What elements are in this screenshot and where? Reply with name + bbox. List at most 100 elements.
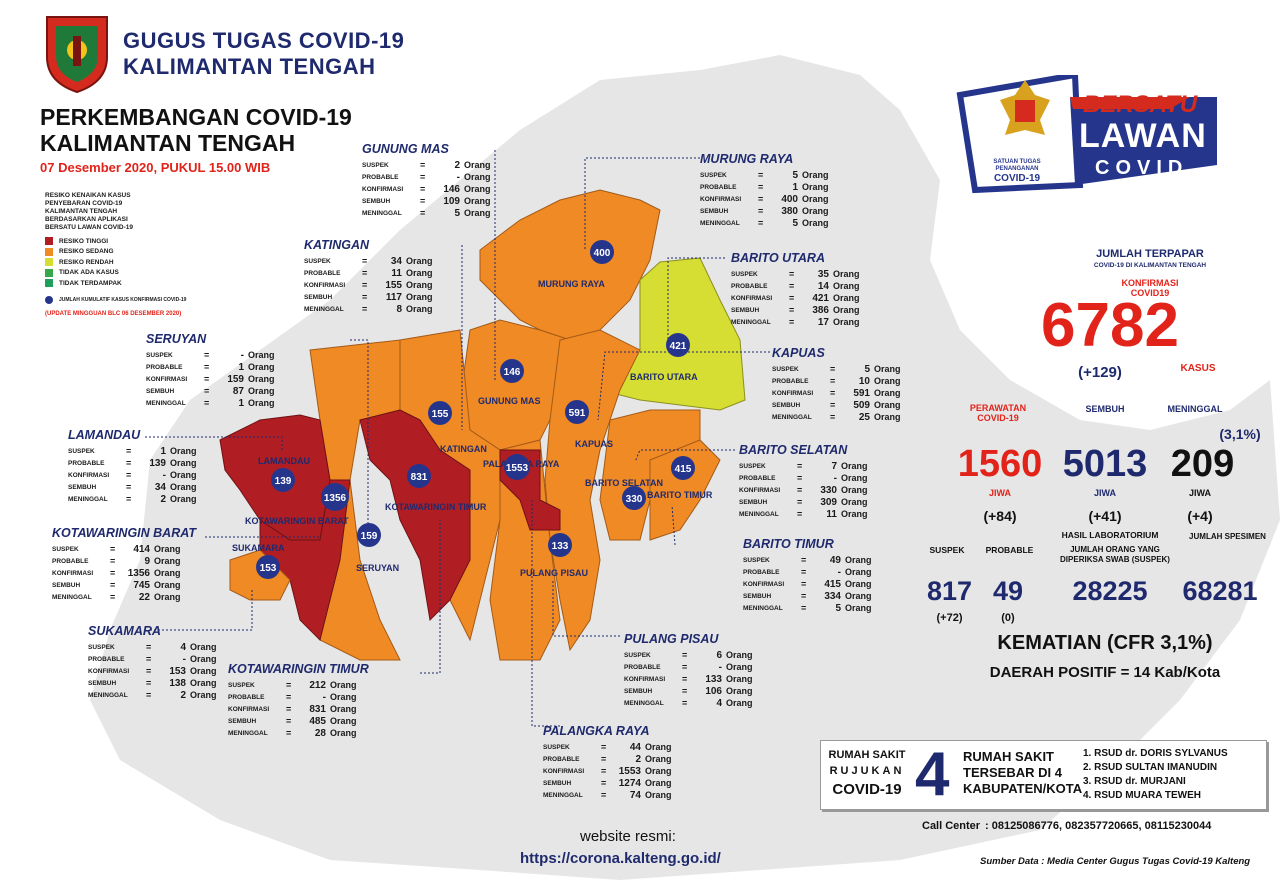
stat-unit: Orang	[190, 690, 217, 700]
stat-unit: Orang	[845, 579, 872, 589]
stat-row-konfirmasi: KONFIRMASI = 831 Orang	[228, 703, 369, 715]
stat-box-gunung-mas: GUNUNG MAS SUSPEK = 2 Orang PROBABLE = - Orang KO…	[362, 142, 491, 219]
meninggal-delta: (+4)	[1187, 508, 1213, 524]
stat-unit: Orang	[833, 305, 860, 315]
stat-eq: =	[420, 184, 426, 194]
stat-label: SUSPEK	[88, 643, 115, 651]
region-murung-raya	[479, 189, 661, 341]
stat-box-title: KOTAWARINGIN TIMUR	[228, 662, 369, 676]
stat-eq: =	[126, 458, 132, 468]
perawatan-value: 1560	[957, 443, 1043, 485]
stat-eq: =	[601, 754, 607, 764]
stat-box-title: BARITO SELATAN	[739, 443, 848, 457]
stat-eq: =	[146, 678, 152, 688]
stat-unit: Orang	[154, 544, 181, 554]
stat-label: MENINGGAL	[700, 219, 740, 227]
hospital-desc2: TERSEBAR DI 4	[963, 765, 1062, 780]
stat-value: 7	[831, 460, 837, 472]
stat-row-probable: PROBABLE = 139 Orang	[68, 457, 197, 469]
map-label-katingan: KATINGAN	[440, 444, 487, 454]
region-barito-timur	[649, 439, 721, 541]
stat-unit: Orang	[845, 603, 872, 613]
stat-label: PROBABLE	[304, 269, 341, 277]
stat-unit: Orang	[845, 555, 872, 565]
call-center-numbers: : 08125086776, 082357720665, 08115230044	[985, 820, 1212, 832]
stat-label: SEMBUH	[52, 581, 81, 589]
stat-box-kotawaringin-timur: KOTAWARINGIN TIMUR SUSPEK = 212 Orang PROBABL…	[228, 662, 369, 739]
stat-eq: =	[286, 728, 292, 738]
stat-label: SEMBUH	[304, 293, 333, 301]
stat-eq: =	[601, 790, 607, 800]
stat-unit: Orang	[874, 376, 901, 386]
stat-eq: =	[789, 269, 795, 279]
stat-row-meninggal: MENINGGAL = 17 Orang	[731, 316, 860, 328]
stat-row-sembuh: SEMBUH = 138 Orang	[88, 677, 217, 689]
stat-value: 1356	[127, 567, 150, 579]
stat-eq: =	[286, 704, 292, 714]
legend-item-label: RESIKO SEDANG	[59, 248, 114, 256]
stat-value: 4	[180, 641, 186, 653]
logo-small-text: SATUAN TUGAS PENANGANAN COVID-19	[977, 159, 1057, 184]
stat-unit: Orang	[874, 412, 901, 422]
stat-value: 414	[133, 543, 150, 555]
website-url[interactable]: https://corona.kalteng.go.id/	[520, 850, 721, 867]
marker-kotawaringin-timur: 831	[411, 472, 428, 483]
stat-label: MENINGGAL	[52, 593, 92, 601]
marker-lamandau: 139	[275, 476, 292, 487]
stat-row-meninggal: MENINGGAL = 28 Orang	[228, 727, 369, 739]
call-center-label: Call Center	[922, 820, 981, 832]
legend-heading-line: PENYEBARAN COVID-19	[45, 200, 123, 207]
stat-unit: Orang	[833, 281, 860, 291]
legend-item-label: TIDAK TERDAMPAK	[59, 279, 122, 287]
legend-item-label: RESIKO TINGGI	[59, 237, 109, 245]
stat-eq: =	[146, 654, 152, 664]
legend-item: RESIKO TINGGI	[45, 236, 245, 247]
probable-value: 49	[992, 576, 1024, 606]
stat-unit: Orang	[464, 208, 491, 218]
stat-row-suspek: SUSPEK = 34 Orang	[304, 255, 433, 267]
hospital-list: 1. RSUD dr. DORIS SYLVANUS 2. RSUD SULTA…	[1083, 747, 1228, 803]
stat-unit: Orang	[330, 704, 357, 714]
stat-eq: =	[797, 473, 803, 483]
stat-unit: Orang	[802, 170, 829, 180]
stat-value: 509	[853, 399, 870, 411]
stat-eq: =	[204, 398, 210, 408]
stat-value: 139	[149, 457, 166, 469]
jumlah-orang-label1: JUMLAH ORANG YANG	[1070, 545, 1160, 554]
stat-row-suspek: SUSPEK = 2 Orang	[362, 159, 491, 171]
stat-eq: =	[601, 778, 607, 788]
stat-value: 5	[792, 217, 798, 229]
stat-value: 2	[160, 493, 166, 505]
legend-heading-line: BERSATU LAWAN COVID-19	[45, 224, 133, 231]
stat-label: SUSPEK	[543, 743, 570, 751]
org-line1: GUGUS TUGAS COVID-19	[123, 28, 405, 53]
stat-label: PROBABLE	[772, 377, 809, 385]
stat-eq: =	[601, 766, 607, 776]
stat-eq: =	[830, 412, 836, 422]
daerah-positif: DAERAH POSITIF = 14 Kab/Kota	[989, 664, 1221, 681]
stat-unit: Orang	[406, 280, 433, 290]
stat-row-suspek: SUSPEK = 35 Orang	[731, 268, 860, 280]
stat-box-title: KAPUAS	[772, 346, 825, 360]
stat-label: SEMBUH	[739, 498, 768, 506]
stat-box-title: LAMANDAU	[68, 428, 141, 442]
stat-value: 309	[820, 496, 837, 508]
stat-label: PROBABLE	[743, 568, 780, 576]
legend-item-label: RESIKO RENDAH	[59, 258, 114, 266]
stat-row-konfirmasi: KONFIRMASI = 421 Orang	[731, 292, 860, 304]
perawatan-label: PERAWATAN COVID-19	[948, 403, 1048, 423]
stat-unit: Orang	[190, 666, 217, 676]
stat-value: 330	[820, 484, 837, 496]
leader-lines	[145, 150, 770, 727]
legend-item: TIDAK TERDAMPAK	[45, 278, 245, 289]
map-label-lamandau: LAMANDAU	[258, 456, 310, 466]
stat-row-konfirmasi: KONFIRMASI = 155 Orang	[304, 279, 433, 291]
stat-box-barito-utara: BARITO UTARA SUSPEK = 35 Orang PROBABLE = 14 Ora…	[731, 251, 860, 328]
stat-box-kotawaringin-barat: KOTAWARINGIN BARAT SUSPEK = 414 Orang PROBABL…	[52, 526, 196, 603]
stat-row-probable: PROBABLE = 10 Orang	[772, 375, 901, 387]
stat-box-title: MURUNG RAYA	[700, 152, 794, 166]
province-crest-icon	[46, 16, 108, 94]
stat-label: MENINGGAL	[772, 413, 812, 421]
stat-unit: Orang	[841, 509, 868, 519]
